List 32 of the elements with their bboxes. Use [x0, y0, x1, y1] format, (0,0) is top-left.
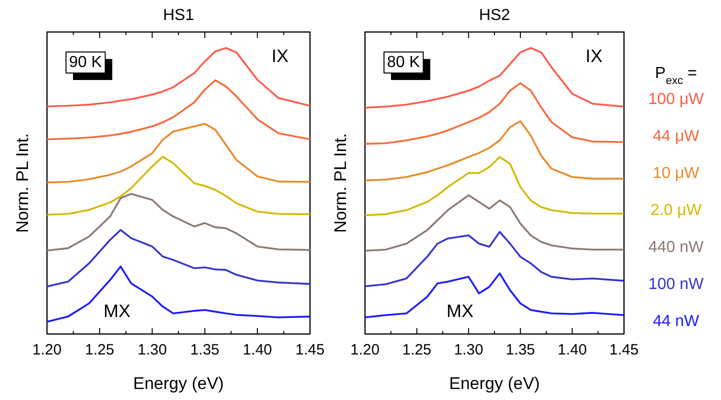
annotation: MX: [446, 300, 474, 321]
x-tick-label: 1.25: [85, 342, 114, 359]
legend-title: P$_{exc}$ =: [655, 65, 697, 87]
x-tick-label: 1.35: [190, 342, 220, 359]
x-tick-label: 1.45: [609, 342, 639, 359]
x-tick-label: 1.40: [558, 342, 587, 359]
series-label: 10 μW: [652, 165, 700, 182]
series-label: 44 μW: [652, 128, 700, 145]
x-tick-label: 1.40: [242, 342, 272, 359]
x-tick-label: 1.20: [350, 342, 380, 359]
y-axis-title: Norm. PL Int.: [331, 133, 350, 233]
y-axis-title: Norm. PL Int.: [13, 133, 32, 233]
series-label: 100 nW: [648, 276, 704, 293]
annotation: 80 K: [387, 54, 420, 71]
annotation: IX: [271, 46, 289, 66]
x-tick-label: 1.30: [138, 342, 167, 359]
x-axis-title: Energy (eV): [449, 374, 540, 393]
x-tick-label: 1.25: [402, 342, 432, 359]
x-tick-label: 1.45: [295, 342, 325, 359]
chart-title: HS2: [478, 7, 510, 24]
x-tick-label: 1.35: [506, 342, 535, 359]
x-axis-title: Energy (eV): [133, 374, 224, 393]
annotation: MX: [104, 300, 130, 321]
x-tick-label: 1.30: [454, 342, 484, 359]
series-label: 2.0 μW: [650, 202, 702, 219]
chart-title: HS1: [162, 7, 194, 24]
annotation: IX: [585, 46, 603, 66]
series-label: 440 nW: [648, 239, 704, 256]
series-label: 100 μW: [648, 91, 705, 108]
series-label: 44 nW: [652, 313, 700, 330]
x-tick-label: 1.20: [32, 342, 62, 359]
annotation: 90 K: [69, 54, 102, 71]
